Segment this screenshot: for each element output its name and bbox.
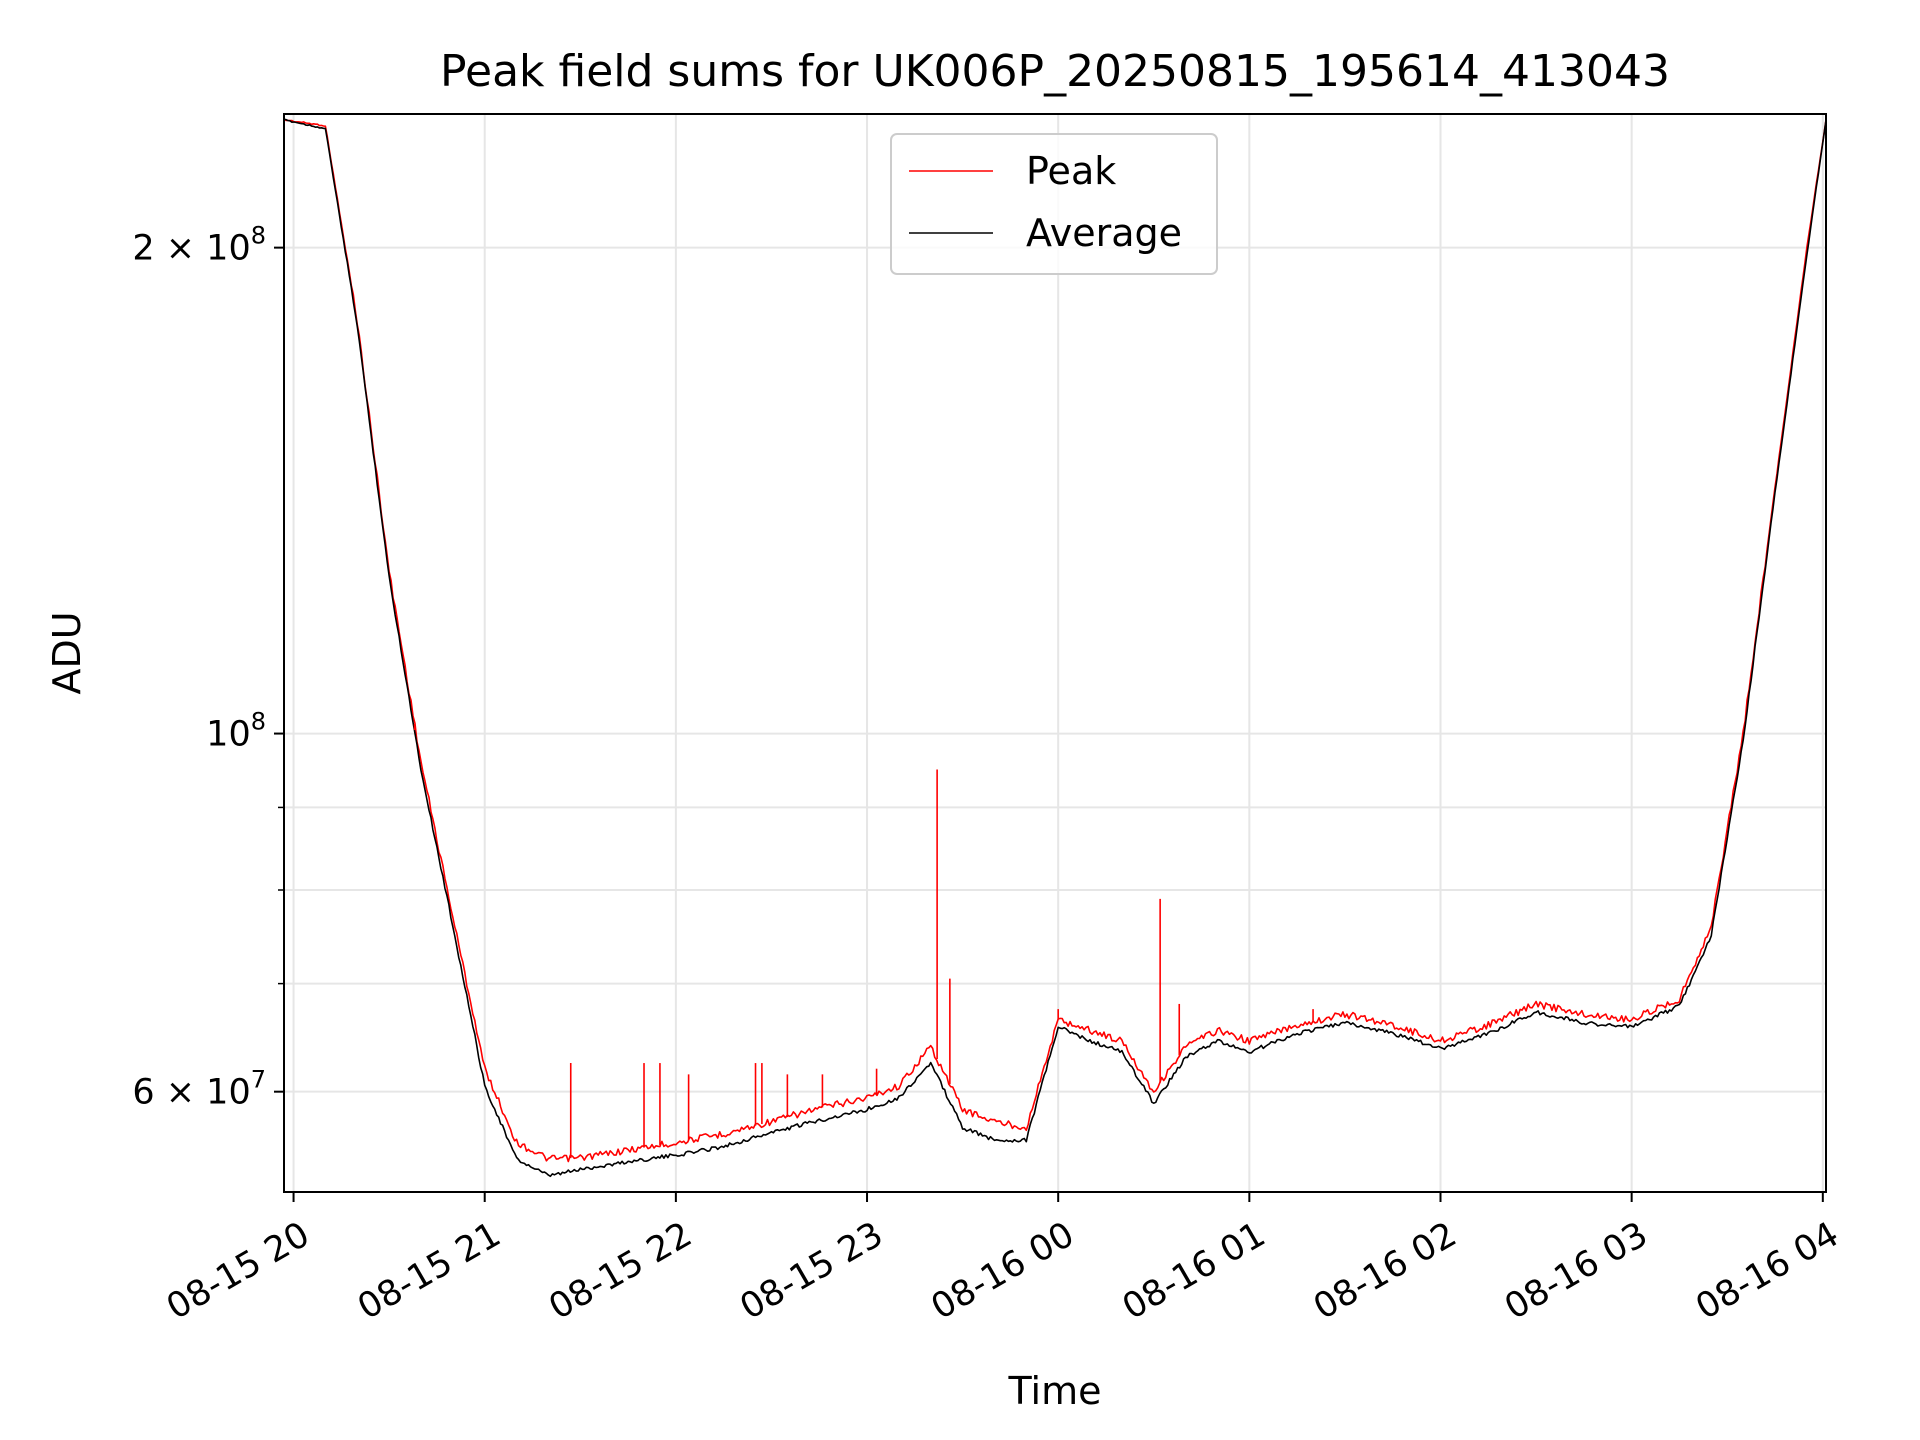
legend-peak-label: Peak — [1026, 149, 1116, 193]
x-axis: 08-15 20 08-15 21 08-15 22 08-15 23 08-16 00… — [160, 1192, 1846, 1328]
series-line-average — [284, 118, 1826, 1178]
grid — [284, 114, 1826, 1192]
series-line-peak — [284, 118, 1826, 1163]
legend-box — [890, 133, 1218, 275]
x-axis-label: Time — [1008, 1369, 1102, 1413]
legend: Peak Average — [890, 133, 1218, 275]
x-tick-label: 08-15 22 — [542, 1215, 698, 1328]
x-tick-label: 08-16 00 — [925, 1215, 1081, 1328]
series-layer — [284, 118, 1826, 1178]
x-tick-label: 08-15 23 — [734, 1215, 890, 1328]
plot-frame — [283, 113, 1827, 1193]
y-axis-label: ADU — [45, 611, 89, 694]
y-tick-label: 108 — [206, 708, 266, 755]
x-tick-label: 08-16 04 — [1689, 1215, 1845, 1328]
x-tick-label: 08-16 03 — [1498, 1215, 1654, 1328]
x-tick-label: 08-16 01 — [1116, 1215, 1272, 1328]
y-tick-label: 2 × 108 — [132, 222, 266, 269]
chart-title: Peak field sums for UK006P_20250815_1956… — [440, 46, 1670, 97]
x-tick-label: 08-16 02 — [1307, 1215, 1463, 1328]
legend-average-label: Average — [1026, 211, 1182, 255]
x-tick-label: 08-15 20 — [160, 1215, 316, 1328]
y-tick-label: 6 × 107 — [132, 1066, 266, 1113]
y-axis: 2 × 108 108 6 × 107 — [132, 222, 284, 1113]
x-tick-label: 08-15 21 — [351, 1215, 507, 1328]
